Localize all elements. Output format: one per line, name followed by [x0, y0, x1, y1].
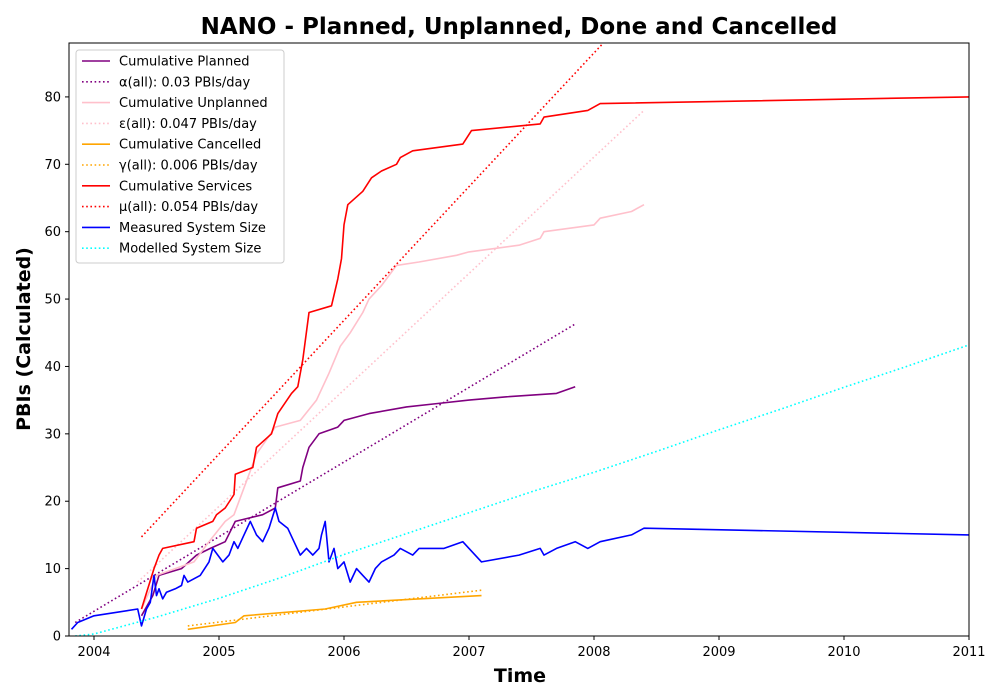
series-line-8: [140, 43, 605, 538]
y-tick-label-40: 40: [44, 360, 61, 375]
y-tick-label-30: 30: [44, 427, 61, 442]
x-tick-label-2005: 2005: [202, 645, 235, 660]
plot-frame: [68, 42, 970, 637]
series-line-2: [74, 323, 576, 624]
legend-label-3: Cumulative Unplanned: [119, 96, 268, 111]
x-tick-label-2009: 2009: [702, 645, 735, 660]
legend-label-4: ε(all): 0.047 PBIs/day: [119, 117, 257, 132]
y-tick-label-60: 60: [44, 225, 61, 240]
legend: Cumulative Planned α(all): 0.03 PBIs/day C…: [75, 49, 285, 264]
y-tick-label-50: 50: [44, 293, 61, 308]
y-tick-label-0: 0: [53, 630, 61, 645]
legend-label-9: Measured System Size: [119, 221, 266, 236]
series-line-10: [75, 344, 969, 636]
legend-label-1: Cumulative Planned: [119, 55, 249, 70]
series-line-7: [140, 96, 969, 610]
series-line-9: [70, 507, 969, 630]
series-line-5: [187, 594, 482, 631]
y-tick-label-80: 80: [44, 90, 61, 105]
ticks-layer: 2004 2005 2006 2007 2008 2009 2010 2011 0 10 20 30 4…: [44, 90, 985, 660]
legend-label-8: μ(all): 0.054 PBIs/day: [119, 200, 258, 215]
x-tick-label-2008: 2008: [577, 645, 610, 660]
series-line-1: [140, 385, 576, 617]
x-tick-label-2004: 2004: [77, 645, 110, 660]
legend-label-5: Cumulative Cancelled: [119, 138, 261, 153]
x-tick-label-2006: 2006: [327, 645, 360, 660]
legend-label-2: α(all): 0.03 PBIs/day: [119, 75, 250, 90]
legend-label-10: Modelled System Size: [119, 242, 261, 257]
x-tick-label-2010: 2010: [827, 645, 860, 660]
y-tick-label-70: 70: [44, 158, 61, 173]
x-axis-label: Time: [494, 665, 546, 687]
series-layer: [70, 43, 969, 636]
x-tick-label-2007: 2007: [452, 645, 485, 660]
legend-box: [75, 49, 285, 264]
legend-label-7: Cumulative Services: [119, 179, 252, 194]
chart-title: NANO - Planned, Unplanned, Done and Canc…: [201, 14, 838, 40]
series-line-6: [187, 589, 482, 627]
legend-items: Cumulative Planned α(all): 0.03 PBIs/day C…: [82, 55, 268, 257]
y-tick-label-20: 20: [44, 495, 61, 510]
series-line-4: [137, 109, 645, 583]
series-line-3: [140, 203, 645, 610]
x-tick-label-2011: 2011: [952, 645, 985, 660]
y-axis-label: PBIs (Calculated): [13, 247, 35, 431]
legend-label-6: γ(all): 0.006 PBIs/day: [119, 159, 258, 174]
y-tick-label-10: 10: [44, 562, 61, 577]
